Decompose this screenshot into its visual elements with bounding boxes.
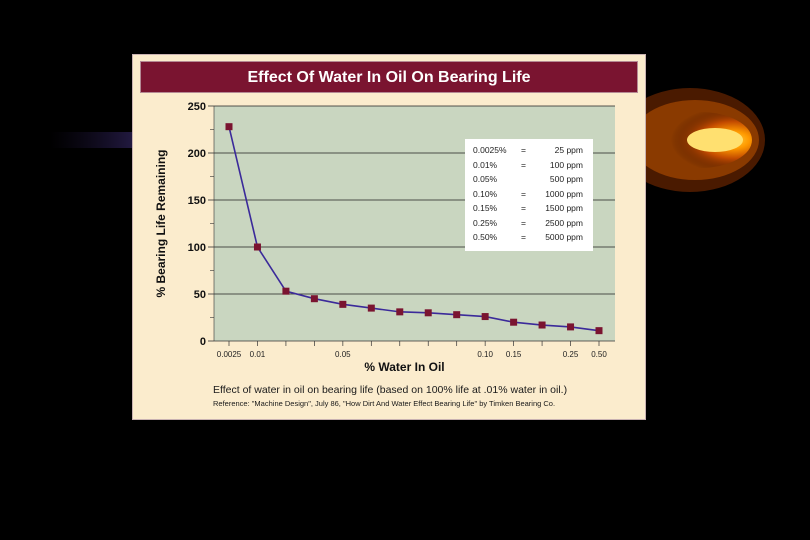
series-line xyxy=(228,126,600,332)
data-point xyxy=(282,287,290,295)
chart-legend: 0.0025% = 25 ppm 0.01% = 100 ppm 0.05% 500 ppm 0… xyxy=(465,139,593,251)
caption-text: Effect of water in oil on bearing life (… xyxy=(213,384,568,396)
data-point xyxy=(453,311,461,319)
y-tick-label: 200 xyxy=(188,148,206,160)
legend-row: 0.25% = 2500 ppm xyxy=(465,218,593,231)
x-tick-label: 0.50 xyxy=(591,350,607,359)
legend-eq: = xyxy=(521,188,526,199)
data-point xyxy=(424,309,432,317)
legend-row: 0.15% = 1500 ppm xyxy=(465,203,593,216)
legend-pct: 0.50% xyxy=(473,232,498,242)
data-point xyxy=(253,243,261,251)
data-point xyxy=(310,295,318,303)
data-point xyxy=(510,318,518,326)
data-point xyxy=(396,308,404,316)
legend-eq: = xyxy=(521,145,526,155)
data-point xyxy=(595,327,603,335)
reference-text: Reference: "Machine Design", July 86, "H… xyxy=(213,399,556,408)
legend-eq: = xyxy=(521,217,526,228)
data-point xyxy=(567,323,575,331)
y-tick-label: 250 xyxy=(188,101,206,113)
legend-row: 0.01% = 100 ppm xyxy=(465,160,593,173)
x-axis-label: % Water In Oil xyxy=(364,360,444,374)
legend-row: 0.05% 500 ppm xyxy=(465,174,593,187)
y-tick-label: 50 xyxy=(194,289,206,301)
legend-ppm: 500 ppm xyxy=(549,174,583,184)
legend-pct: 0.10% xyxy=(473,188,498,199)
legend-pct: 0.15% xyxy=(473,203,498,213)
x-tick-label: 0.15 xyxy=(506,350,522,359)
legend-ppm: 100 ppm xyxy=(549,159,583,170)
data-point xyxy=(538,321,546,329)
data-point xyxy=(481,313,489,321)
legend-ppm: 5000 ppm xyxy=(545,232,583,242)
legend-ppm: 1000 ppm xyxy=(545,188,583,199)
title-bar: Effect Of Water In Oil On Bearing Life xyxy=(140,61,638,93)
legend-eq: = xyxy=(521,159,526,170)
data-point xyxy=(339,300,347,308)
x-tick-label: 0.05 xyxy=(335,350,351,359)
chart-title: Effect Of Water In Oil On Bearing Life xyxy=(247,69,531,86)
legend-eq: = xyxy=(521,232,526,242)
chart-card: Effect Of Water In Oil On Bearing Life 0… xyxy=(132,54,646,420)
y-tick-label: 0 xyxy=(200,336,206,348)
x-tick-label: 0.01 xyxy=(250,350,266,359)
y-axis-label: % Bearing Life Remaining xyxy=(154,149,168,297)
y-tick-label: 100 xyxy=(188,242,206,254)
y-tick-label: 150 xyxy=(188,195,206,207)
data-point xyxy=(225,123,233,131)
x-tick-label: 0.25 xyxy=(563,350,579,359)
legend-ppm: 1500 ppm xyxy=(545,203,583,213)
legend-row: 0.10% = 1000 ppm xyxy=(465,189,593,202)
legend-row: 0.0025% = 25 ppm xyxy=(465,145,593,158)
legend-row: 0.50% = 5000 ppm xyxy=(465,232,593,245)
legend-pct: 0.01% xyxy=(473,159,498,170)
legend-eq: = xyxy=(521,203,526,213)
legend-pct: 0.25% xyxy=(473,217,498,228)
legend-pct: 0.05% xyxy=(473,174,498,184)
legend-ppm: 2500 ppm xyxy=(545,217,583,228)
legend-ppm: 25 ppm xyxy=(554,145,583,155)
data-point xyxy=(367,304,375,312)
x-tick-label: 0.10 xyxy=(477,350,493,359)
x-tick-label: 0.0025 xyxy=(217,350,242,359)
legend-pct: 0.0025% xyxy=(473,145,507,155)
